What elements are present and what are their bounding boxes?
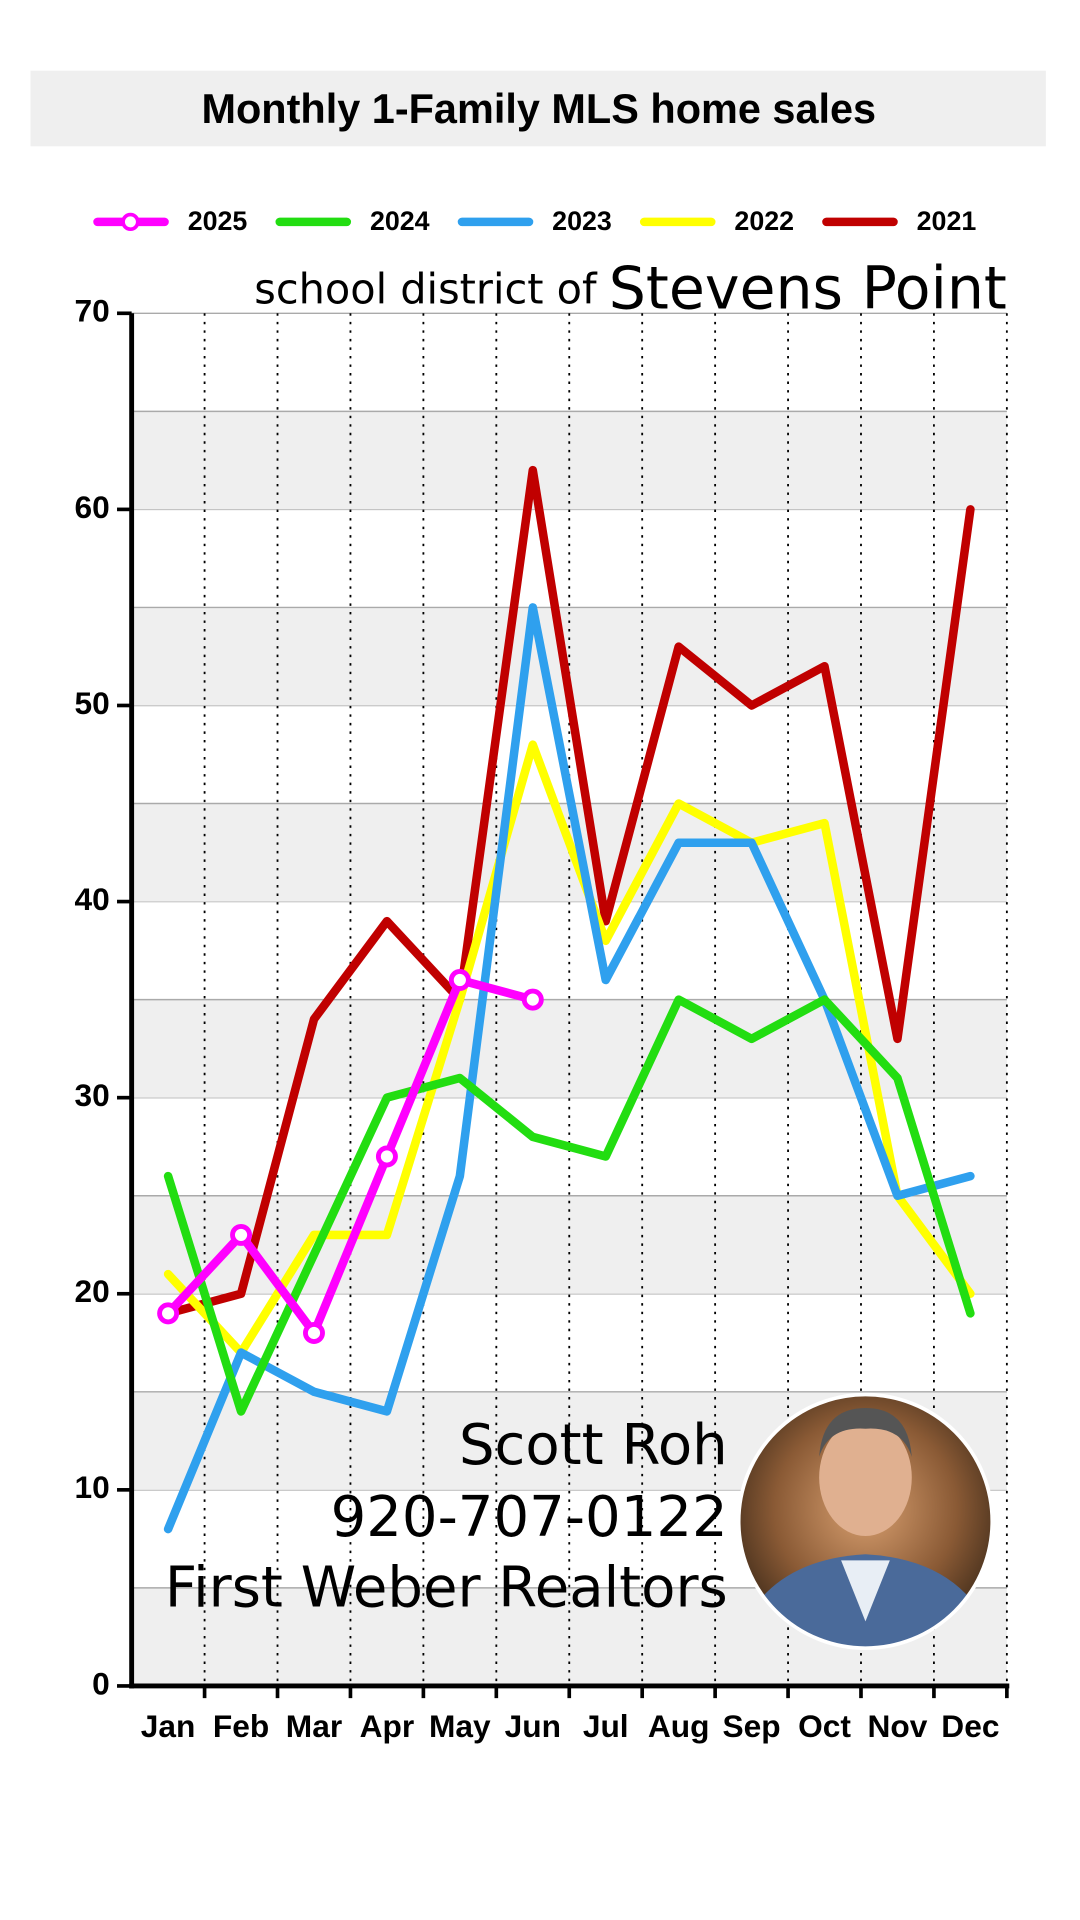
x-tick-label: Aug (648, 1708, 710, 1744)
y-tick-label: 30 (74, 1077, 109, 1113)
y-tick-label: 60 (74, 489, 109, 525)
annotation: First Weber Realtors (165, 1555, 728, 1620)
data-point (230, 1223, 253, 1246)
subtitle: school district of Stevens Point (254, 255, 1007, 323)
x-tick-label: May (429, 1708, 491, 1744)
y-tick-label: 70 (74, 293, 109, 329)
data-point (157, 1302, 180, 1325)
annotation: 920-707-0122 (331, 1485, 728, 1550)
legend-label: 2022 (734, 206, 794, 236)
data-point (303, 1322, 325, 1344)
x-tick-label: Jul (583, 1708, 629, 1744)
x-tick-label: Mar (286, 1708, 342, 1744)
legend-label: 2025 (188, 206, 248, 236)
y-tick-label: 20 (74, 1273, 109, 1309)
legend-marker (121, 212, 140, 232)
data-point (521, 988, 544, 1011)
legend-label: 2021 (917, 206, 977, 236)
series-line (163, 603, 975, 1534)
legend-label: 2024 (370, 206, 430, 236)
x-tick-label: Sep (723, 1708, 781, 1744)
y-tick-label: 0 (92, 1665, 110, 1701)
data-point (375, 1145, 398, 1168)
x-tick-label: Apr (360, 1708, 415, 1744)
y-tick-label: 50 (74, 685, 109, 721)
chart-title: Monthly 1-Family MLS home sales (201, 85, 876, 132)
subtitle-prefix: school district of (254, 266, 598, 314)
data-point (448, 969, 471, 991)
x-tick-label: Dec (941, 1708, 999, 1744)
series-line (163, 995, 975, 1416)
annotation: Scott Roh (459, 1413, 728, 1478)
subtitle-main: Stevens Point (609, 255, 1007, 323)
series-line (163, 465, 975, 1318)
legend-label: 2023 (552, 206, 612, 236)
title-box (30, 70, 1046, 147)
x-tick-label: Jan (141, 1708, 196, 1744)
y-tick-label: 40 (74, 881, 109, 917)
x-tick-label: Nov (868, 1708, 928, 1744)
photo-border (736, 1392, 995, 1650)
y-tick-label: 10 (74, 1469, 109, 1505)
x-tick-label: Jun (505, 1708, 561, 1744)
series-line (163, 740, 975, 1357)
series-line (163, 975, 538, 1338)
x-tick-label: Feb (213, 1708, 269, 1744)
x-tick-label: Oct (798, 1708, 851, 1744)
